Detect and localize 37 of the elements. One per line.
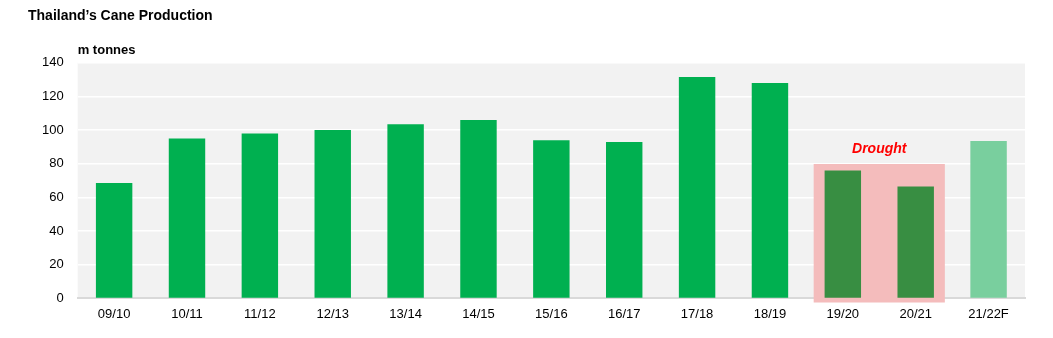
y-tick-label: 40: [49, 222, 64, 238]
y-tick-label: 60: [49, 189, 64, 205]
bar: [241, 133, 279, 298]
x-tick-label: 21/22F: [968, 305, 1009, 321]
x-tick-label: 20/21: [899, 305, 932, 321]
x-tick-label: 10/11: [171, 305, 203, 321]
chart-title: Thailand’s Cane Production: [28, 7, 213, 24]
y-tick-label: 20: [49, 256, 64, 272]
x-tick-label: 13/14: [389, 305, 422, 321]
bar: [387, 124, 424, 298]
bar: [168, 138, 206, 298]
bar: [460, 120, 497, 298]
x-tick-label: 19/20: [826, 305, 860, 321]
x-tick-label: 15/16: [535, 305, 568, 321]
bar: [678, 77, 716, 298]
bar: [533, 140, 570, 298]
x-tick-label: 16/17: [607, 305, 641, 321]
x-tick-label: 09/10: [97, 305, 131, 321]
x-tick-label: 14/15: [462, 305, 495, 321]
x-tick-label: 11/12: [244, 305, 276, 321]
x-tick-label: 18/19: [753, 305, 787, 321]
y-tick-label: 0: [56, 289, 64, 305]
bar: [751, 82, 789, 298]
y-tick-label: 80: [49, 155, 64, 171]
bar: [970, 141, 1007, 298]
x-tick-label: 17/18: [680, 305, 714, 321]
bar: [95, 183, 133, 298]
y-tick-label: 140: [41, 54, 64, 70]
bar: [824, 170, 862, 298]
y-tick-label: 120: [41, 88, 64, 104]
y-axis-title: m tonnes: [77, 41, 136, 57]
y-tick-label: 100: [41, 121, 64, 137]
bar: [606, 141, 643, 298]
band-label: Drought: [852, 139, 908, 156]
bar: [897, 186, 934, 298]
bar: [314, 130, 351, 298]
x-tick-label: 12/13: [316, 305, 350, 321]
